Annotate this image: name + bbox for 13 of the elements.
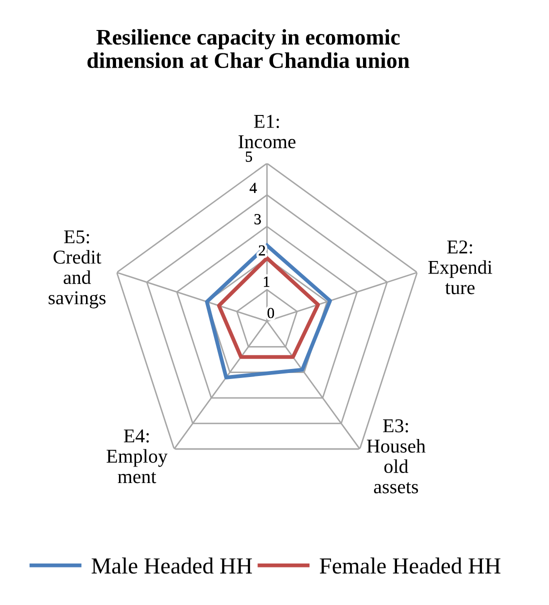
y-tick-label: 4	[250, 182, 257, 193]
y-tick-label: 1	[264, 276, 270, 287]
spoke-label: E3: Househ old assets	[366, 419, 426, 494]
spoke-label: E5: Credit and savings	[48, 230, 106, 308]
y-tick-label: 5	[246, 152, 252, 162]
y-tick-label: 3	[254, 214, 261, 224]
legend-label: Female Headed HH	[320, 558, 500, 574]
y-tick-label: 0	[268, 308, 274, 318]
chart-title: Resilience capacity in ecomomic dimension at Char Chandia union	[87, 29, 410, 68]
spoke-label: E1: Income	[238, 114, 296, 148]
spoke-label: E2: Expendi ture	[428, 240, 492, 294]
spoke-label: E4: Employ ment	[106, 430, 168, 484]
legend-label: Male Headed HH	[92, 558, 252, 574]
